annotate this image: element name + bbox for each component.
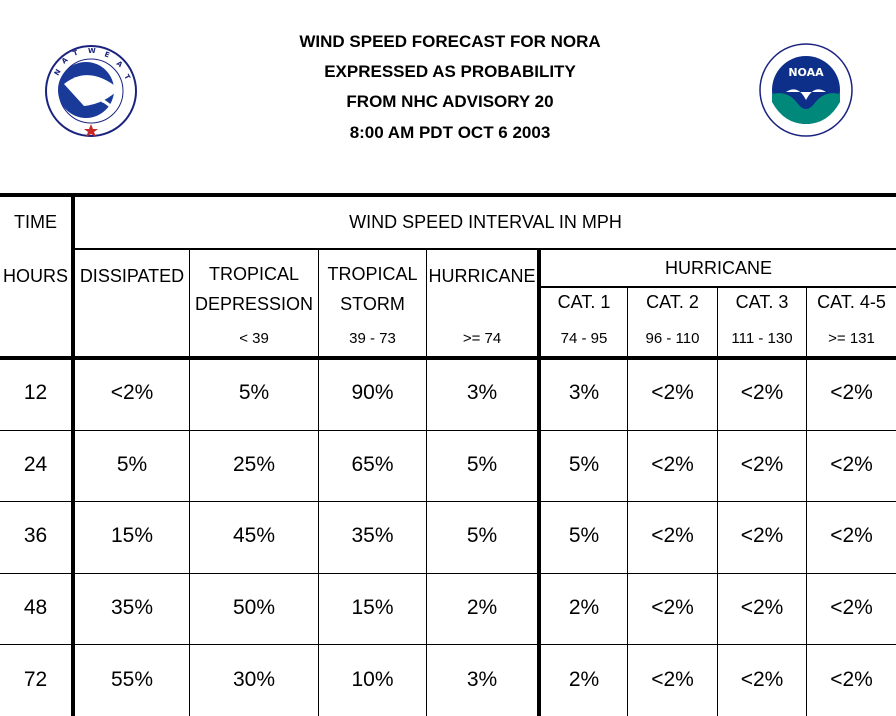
row-divider-4 [0,644,896,645]
cat45-range: >= 131 [828,330,875,347]
col-border-2 [318,250,319,716]
cell-hurricane: 2% [466,596,498,619]
cell-hours: 24 [23,453,48,476]
ts-header-line2: STORM [340,294,405,314]
td-range: < 39 [239,330,269,347]
hurricane-group-border [537,250,541,716]
svg-text:W: W [88,47,96,55]
hurricane-range: >= 74 [462,330,502,347]
cell-cat1: 2% [568,596,600,619]
cell-tropical-storm: 15% [351,596,394,619]
col-border-3 [426,250,427,716]
svg-text:A: A [60,56,70,66]
cat3-range: 111 - 130 [731,330,793,347]
cell-cat1: 5% [568,453,600,476]
cell-cat2: <2% [651,596,694,619]
cell-hours: 36 [23,524,48,547]
cell-dissipated: 35% [110,596,154,619]
cell-tropical-depression: 50% [232,596,276,619]
cell-hours: 72 [23,668,48,691]
cell-hours: 12 [23,381,48,404]
noaa-center-text: NOAA [788,66,824,79]
cell-dissipated: 55% [110,668,154,691]
row-divider-3 [0,573,896,574]
svg-text:E: E [103,50,110,59]
cat2-header: CAT. 2 [646,292,699,312]
row-divider-1 [0,430,896,431]
time-col-border [71,193,75,716]
cell-hurricane: 3% [466,381,498,404]
col-border-7 [806,287,807,716]
svg-text:N: N [53,68,63,77]
ts-header-line1: TROPICAL [327,264,418,284]
interval-divider [74,248,896,250]
cell-cat45: <2% [830,668,873,691]
cell-tropical-storm: 90% [351,381,394,404]
cell-dissipated: <2% [110,381,154,404]
title-line-1: WIND SPEED FORECAST FOR NORA [299,32,601,51]
dissipated-header: DISSIPATED [79,266,185,286]
col-border-6 [717,287,718,716]
interval-header: WIND SPEED INTERVAL IN MPH [349,212,622,232]
cell-cat45: <2% [830,453,873,476]
cell-cat1: 3% [568,381,600,404]
cell-tropical-depression: 30% [232,668,276,691]
cell-cat1: 5% [568,524,600,547]
cell-tropical-depression: 5% [238,381,270,404]
cell-cat45: <2% [830,381,873,404]
title-line-3: FROM NHC ADVISORY 20 [346,92,554,111]
cell-cat3: <2% [740,524,784,547]
ts-range: 39 - 73 [349,330,396,347]
cat3-header: CAT. 3 [735,292,789,312]
cell-cat2: <2% [651,381,694,404]
time-header: TIME [14,212,57,232]
cell-cat2: <2% [651,668,694,691]
cat2-range: 96 - 110 [645,330,700,347]
cat1-range: 74 - 95 [560,330,608,347]
col-border-5 [627,287,628,716]
table-top-border [0,193,896,197]
cell-hours: 48 [23,596,48,619]
col-border-1 [189,250,190,716]
cell-cat2: <2% [651,453,694,476]
cell-tropical-depression: 45% [232,524,276,547]
cell-tropical-storm: 35% [351,524,394,547]
td-header-line2: DEPRESSION [194,294,314,314]
cell-hurricane: 5% [466,453,498,476]
cell-cat3: <2% [740,381,784,404]
cell-cat45: <2% [830,524,873,547]
hurricane-group-header: HURRICANE [664,258,772,278]
hours-header: HOURS [2,266,68,286]
svg-text:T: T [72,49,79,58]
svg-text:T: T [122,73,131,81]
cat45-header: CAT. 4-5 [817,292,886,312]
cat1-header: CAT. 1 [557,292,611,312]
cell-cat45: <2% [830,596,873,619]
cell-cat3: <2% [740,596,784,619]
td-header-line1: TROPICAL [208,264,300,284]
cell-tropical-depression: 25% [232,453,276,476]
header-bottom-border [0,356,896,360]
cell-hurricane: 3% [466,668,498,691]
noaa-logo-icon: NOAA [759,43,853,137]
hurricane-header: HURRICANE [428,266,536,286]
cell-dissipated: 15% [110,524,154,547]
cell-dissipated: 5% [116,453,148,476]
cell-hurricane: 5% [466,524,498,547]
nws-logo-icon: N A T W E A T [45,45,137,137]
cell-cat3: <2% [740,668,784,691]
cell-cat3: <2% [740,453,784,476]
cell-cat1: 2% [568,668,600,691]
cell-cat2: <2% [651,524,694,547]
svg-text:A: A [115,59,125,69]
cell-tropical-storm: 65% [351,453,394,476]
cell-tropical-storm: 10% [351,668,394,691]
title-line-4: 8:00 AM PDT OCT 6 2003 [349,123,551,142]
row-divider-2 [0,501,896,502]
title-line-2: EXPRESSED AS PROBABILITY [324,62,576,81]
